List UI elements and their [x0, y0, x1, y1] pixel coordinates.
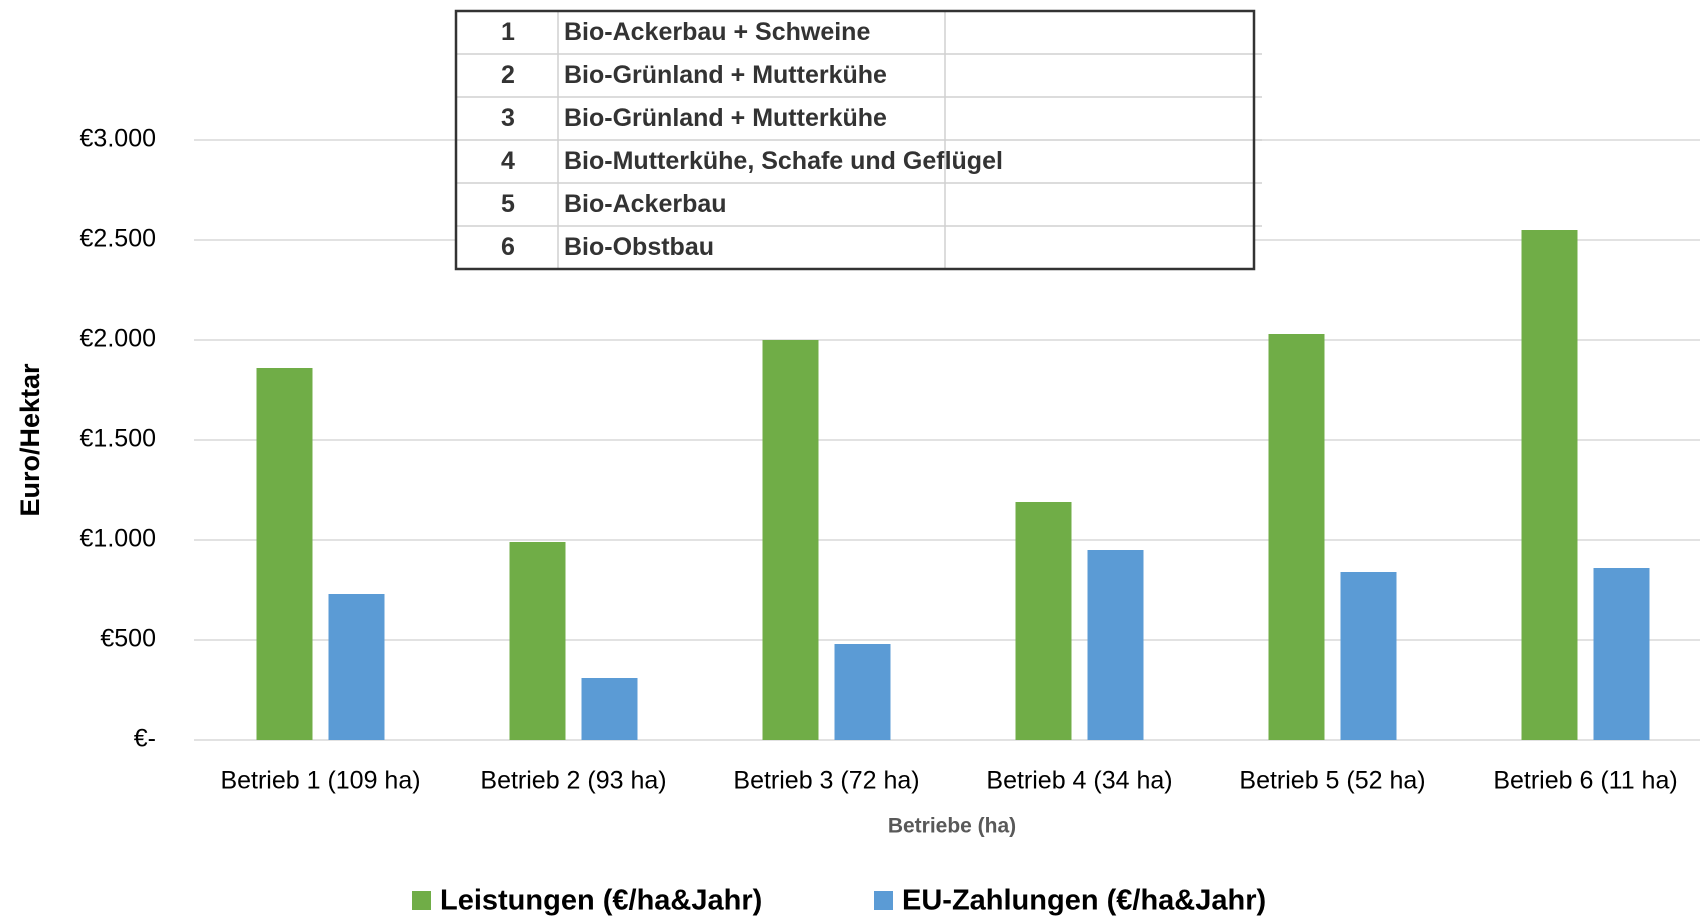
bar: [762, 340, 819, 740]
table-cell: 1: [501, 18, 515, 46]
bar: [1521, 230, 1578, 740]
table-cell: 3: [501, 104, 515, 132]
bar: [509, 542, 566, 740]
x-tick-label: Betrieb 2 (93 ha): [480, 767, 666, 795]
table-cell: Bio-Grünland + Mutterkühe: [564, 104, 887, 132]
bar: [1340, 572, 1397, 740]
y-tick-label: €-: [134, 725, 156, 753]
table-cell: 5: [501, 190, 515, 218]
y-tick-label: €2.000: [80, 325, 156, 353]
y-tick-label: €3.000: [80, 125, 156, 153]
legend-swatch: [874, 891, 893, 910]
y-tick-label: €1.000: [80, 525, 156, 553]
bar: [256, 368, 313, 740]
bar: [328, 594, 385, 740]
bar: [1593, 568, 1650, 740]
table-cell: 4: [501, 147, 515, 175]
table-cell: Bio-Ackerbau: [564, 190, 727, 218]
y-tick-label: €500: [100, 625, 156, 653]
bar: [1015, 502, 1072, 740]
bar: [1087, 550, 1144, 740]
table-cell: 6: [501, 233, 515, 261]
x-tick-label: Betrieb 3 (72 ha): [733, 767, 919, 795]
legend-label: EU-Zahlungen (€/ha&Jahr): [902, 885, 1266, 917]
bar: [581, 678, 638, 740]
x-tick-label: Betrieb 6 (11 ha): [1493, 767, 1677, 795]
x-axis-title: Betriebe (ha): [888, 815, 1016, 838]
x-tick-label: Betrieb 5 (52 ha): [1239, 767, 1425, 795]
table-cell: Bio-Mutterkühe, Schafe und Geflügel: [564, 147, 1003, 175]
x-tick-label: Betrieb 4 (34 ha): [986, 767, 1172, 795]
legend-label: Leistungen (€/ha&Jahr): [440, 885, 762, 917]
table-cell: Bio-Ackerbau + Schweine: [564, 18, 870, 46]
table-cell: 2: [501, 61, 515, 89]
table-cell: Bio-Grünland + Mutterkühe: [564, 61, 887, 89]
table-border: [454, 9, 1256, 271]
table-cell: Bio-Obstbau: [564, 233, 714, 261]
bar: [834, 644, 891, 740]
legend-swatch: [412, 891, 431, 910]
y-axis-title: Euro/Hektar: [15, 363, 45, 517]
y-tick-label: €1.500: [80, 425, 156, 453]
bar: [1268, 334, 1325, 740]
x-tick-label: Betrieb 1 (109 ha): [220, 767, 420, 795]
y-tick-label: €2.500: [80, 225, 156, 253]
